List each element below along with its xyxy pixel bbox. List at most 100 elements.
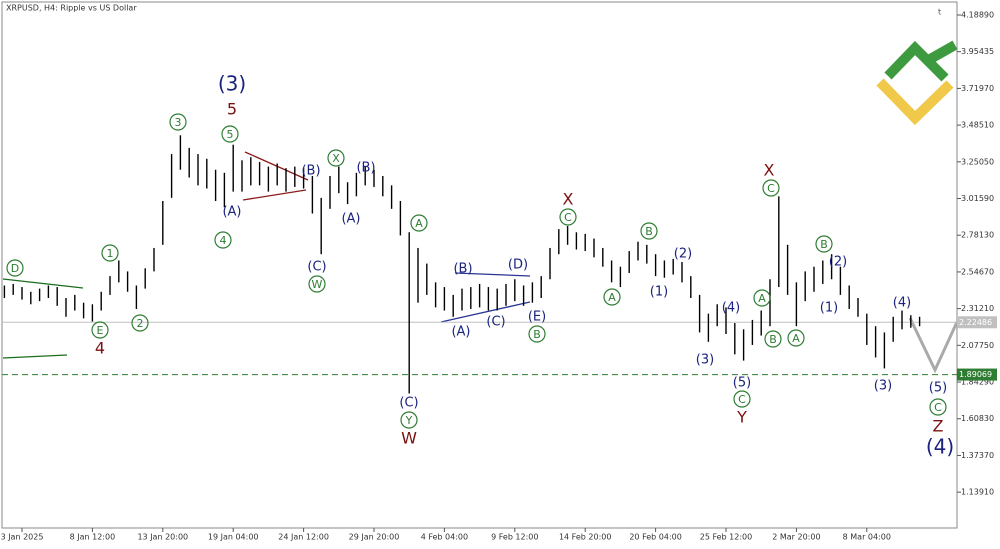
y-tick-label: 1.84290	[961, 378, 994, 387]
wave-circle	[308, 275, 326, 293]
x-tick-label: 20 Feb 04:00	[629, 533, 681, 542]
forecast-path	[908, 317, 959, 374]
toolbar-icon[interactable]: t	[938, 8, 941, 17]
x-tick-label: 13 Jan 20:00	[137, 533, 188, 542]
x-tick-label: 25 Feb 12:00	[700, 533, 752, 542]
wave-label: (4)	[893, 296, 911, 311]
y-tick-label: 3.01590	[961, 194, 994, 203]
x-tick-label: 8 Jan 12:00	[70, 533, 116, 542]
x-tick-label: 4 Feb 04:00	[421, 533, 468, 542]
wave-label: (5)	[733, 376, 751, 391]
wave-label: (D)	[508, 258, 528, 273]
wave-label: W	[312, 278, 323, 291]
trend-lines	[2, 151, 959, 374]
chart-title: XRPUSD, H4: Ripple vs US Dollar	[6, 4, 137, 13]
wave-label: (4)	[926, 435, 954, 459]
y-tick-label: 2.31210	[961, 304, 994, 313]
wave-label: (E)	[528, 310, 546, 325]
wave-label: E	[97, 324, 104, 337]
wave-label: Y	[405, 414, 413, 427]
wave-label: (B)	[453, 262, 472, 277]
y-tick-label: 1.13910	[961, 488, 994, 497]
wave-circle	[640, 222, 658, 240]
wave-circle	[733, 390, 751, 408]
y-tick-label: 4.18890	[961, 11, 994, 20]
wave-label: B	[533, 328, 541, 341]
plot-frame	[1, 1, 958, 529]
wave-label: (4)	[722, 301, 740, 316]
wave-circle	[6, 259, 24, 277]
wave-label: (2)	[829, 255, 847, 270]
price-label-box	[957, 368, 997, 381]
wave-circle	[764, 330, 782, 348]
triangle-line	[242, 189, 307, 201]
wave-label: B	[769, 333, 777, 346]
wave-label: 1	[107, 247, 114, 260]
wave-circle	[762, 179, 780, 197]
wave-label: Y	[736, 408, 747, 427]
x-tick-label: 8 Mar 04:00	[843, 533, 891, 542]
wave-label: W	[401, 429, 417, 448]
wave-label: (3)	[874, 379, 892, 394]
triangle-line	[440, 301, 531, 323]
wave-label: (1)	[820, 301, 838, 316]
wave-label: 4	[95, 339, 105, 358]
wave-label: (5)	[929, 381, 947, 396]
wave-circle	[410, 214, 428, 232]
x-tick-label: 9 Feb 12:00	[491, 533, 538, 542]
wave-circle	[753, 289, 771, 307]
y-tick-label: 3.95435	[961, 47, 994, 56]
x-tick-label: 29 Jan 20:00	[349, 533, 400, 542]
wave-circle	[214, 231, 232, 249]
wave-label: X	[563, 190, 574, 209]
wave-label: (3)	[696, 353, 714, 368]
wave-label: 4	[220, 234, 227, 247]
logo-chevron	[876, 78, 954, 126]
wave-label: (C)	[307, 260, 326, 275]
wave-circle	[400, 411, 418, 429]
wave-circle	[929, 398, 947, 416]
wave-label: C	[738, 393, 746, 406]
x-tick-label: 24 Jan 12:00	[278, 533, 329, 542]
wave-label: X	[332, 152, 340, 165]
wave-circle	[221, 125, 239, 143]
x-tick-label: 2 Mar 20:00	[772, 533, 820, 542]
wave-label: (A)	[222, 205, 241, 220]
wave-label: (B)	[356, 161, 375, 176]
channel-line	[2, 278, 84, 289]
wave-label: D	[11, 262, 19, 275]
y-tick-label: 2.54670	[961, 267, 994, 276]
wave-label: 3	[175, 116, 182, 129]
wave-label: (C)	[486, 315, 505, 330]
wave-label: Z	[933, 417, 944, 436]
wave-label: (2)	[674, 247, 692, 262]
wave-circle	[528, 325, 546, 343]
y-tick-label: 1.60830	[961, 414, 994, 423]
wave-label: C	[564, 211, 572, 224]
wave-label: 5	[227, 128, 234, 141]
y-tick-label: 2.78130	[961, 231, 994, 240]
wave-label: A	[415, 217, 423, 230]
y-tick-label: 2.07750	[961, 341, 994, 350]
wave-label: C	[767, 182, 775, 195]
x-tick-label: 19 Jan 04:00	[208, 533, 259, 542]
wave-label: (A)	[341, 212, 360, 227]
x-tick-label: 14 Feb 20:00	[559, 533, 611, 542]
y-tick-label: 1.37370	[961, 451, 994, 460]
y-tick-label: 3.48510	[961, 121, 994, 130]
wave-label: C	[934, 401, 942, 414]
wave-circle	[131, 314, 149, 332]
y-tick-label: 3.25050	[961, 157, 994, 166]
wave-circle	[787, 329, 805, 347]
wave-circle	[169, 113, 187, 131]
wave-circle	[603, 288, 621, 306]
wave-label: (C)	[399, 396, 418, 411]
wave-label: (B)	[301, 164, 320, 179]
price-label: 2.22486	[959, 318, 992, 327]
price-label-box	[957, 316, 997, 329]
wave-label: B	[645, 225, 653, 238]
wave-label: B	[820, 238, 828, 251]
price-label: 1.89069	[959, 370, 992, 379]
